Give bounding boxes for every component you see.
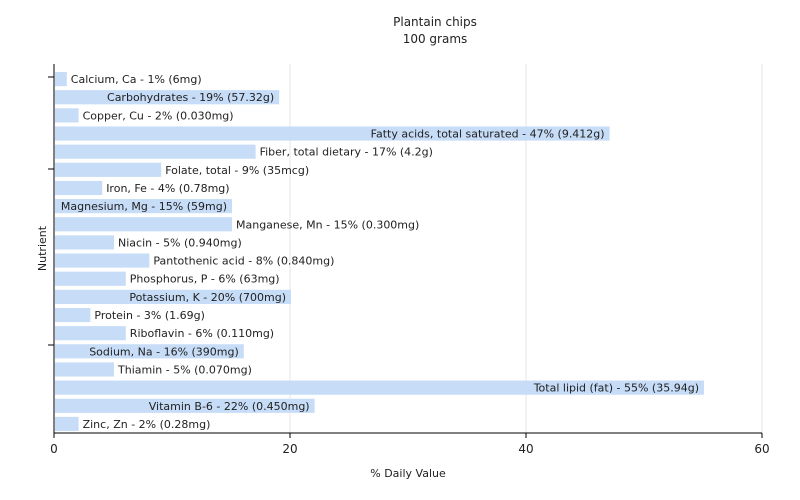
y-axis-title: Nutrient	[36, 225, 49, 271]
bar-label-1: Carbohydrates - 19% (57.32g)	[107, 91, 274, 104]
chart-subtitle: 100 grams	[402, 32, 468, 46]
bar-14	[55, 326, 126, 341]
bar-label-0: Calcium, Ca - 1% (6mg)	[71, 73, 202, 86]
bar-4	[55, 144, 256, 159]
bar-label-17: Total lipid (fat) - 55% (35.94g)	[533, 382, 699, 395]
bar-18	[55, 398, 315, 413]
bar-label-12: Potassium, K - 20% (700mg)	[129, 291, 286, 304]
bar-12	[55, 289, 291, 304]
bar-label-8: Manganese, Mn - 15% (0.300mg)	[236, 218, 419, 231]
bar-6	[55, 180, 103, 196]
x-axis-title: % Daily Value	[370, 467, 446, 480]
bar-5	[55, 162, 162, 177]
bar-label-5: Folate, total - 9% (35mcg)	[165, 164, 309, 177]
bar-label-14: Riboflavin - 6% (0.110mg)	[130, 327, 274, 340]
bar-label-11: Phosphorus, P - 6% (63mg)	[130, 273, 280, 286]
bar-7	[55, 199, 232, 214]
bar-19	[55, 416, 79, 432]
bar-label-15: Sodium, Na - 16% (390mg)	[89, 345, 239, 358]
bar-2	[55, 108, 79, 123]
bar-label-10: Pantothenic acid - 8% (0.840mg)	[153, 255, 334, 268]
bar-17	[55, 380, 704, 395]
bar-15	[55, 344, 244, 359]
bar-11	[55, 271, 126, 286]
bar-label-18: Vitamin B-6 - 22% (0.450mg)	[149, 400, 310, 413]
bar-13	[55, 307, 91, 323]
bar-label-4: Fiber, total dietary - 17% (4.2g)	[260, 146, 433, 159]
x-tick-label-3: 60	[754, 442, 769, 456]
bar-0	[55, 72, 67, 87]
bar-label-16: Thiamin - 5% (0.070mg)	[117, 363, 252, 376]
bar-label-7: Magnesium, Mg - 15% (59mg)	[61, 200, 227, 213]
bar-1	[55, 90, 280, 105]
bar-10	[55, 253, 150, 268]
bar-label-6: Iron, Fe - 4% (0.78mg)	[106, 182, 229, 195]
x-tick-label-0: 0	[50, 442, 58, 456]
chart-title: Plantain chips	[393, 15, 477, 29]
bar-label-9: Niacin - 5% (0.940mg)	[118, 236, 242, 249]
bar-label-19: Zinc, Zn - 2% (0.28mg)	[83, 418, 211, 431]
bar-3	[55, 126, 610, 141]
bar-9	[55, 235, 114, 250]
x-tick-label-2: 40	[518, 442, 533, 456]
bar-label-13: Protein - 3% (1.69g)	[94, 309, 205, 322]
x-tick-label-1: 20	[282, 442, 297, 456]
bar-8	[55, 217, 232, 232]
bar-label-3: Fatty acids, total saturated - 47% (9.41…	[371, 128, 605, 141]
bar-16	[55, 362, 114, 377]
bar-label-2: Copper, Cu - 2% (0.030mg)	[83, 109, 234, 122]
